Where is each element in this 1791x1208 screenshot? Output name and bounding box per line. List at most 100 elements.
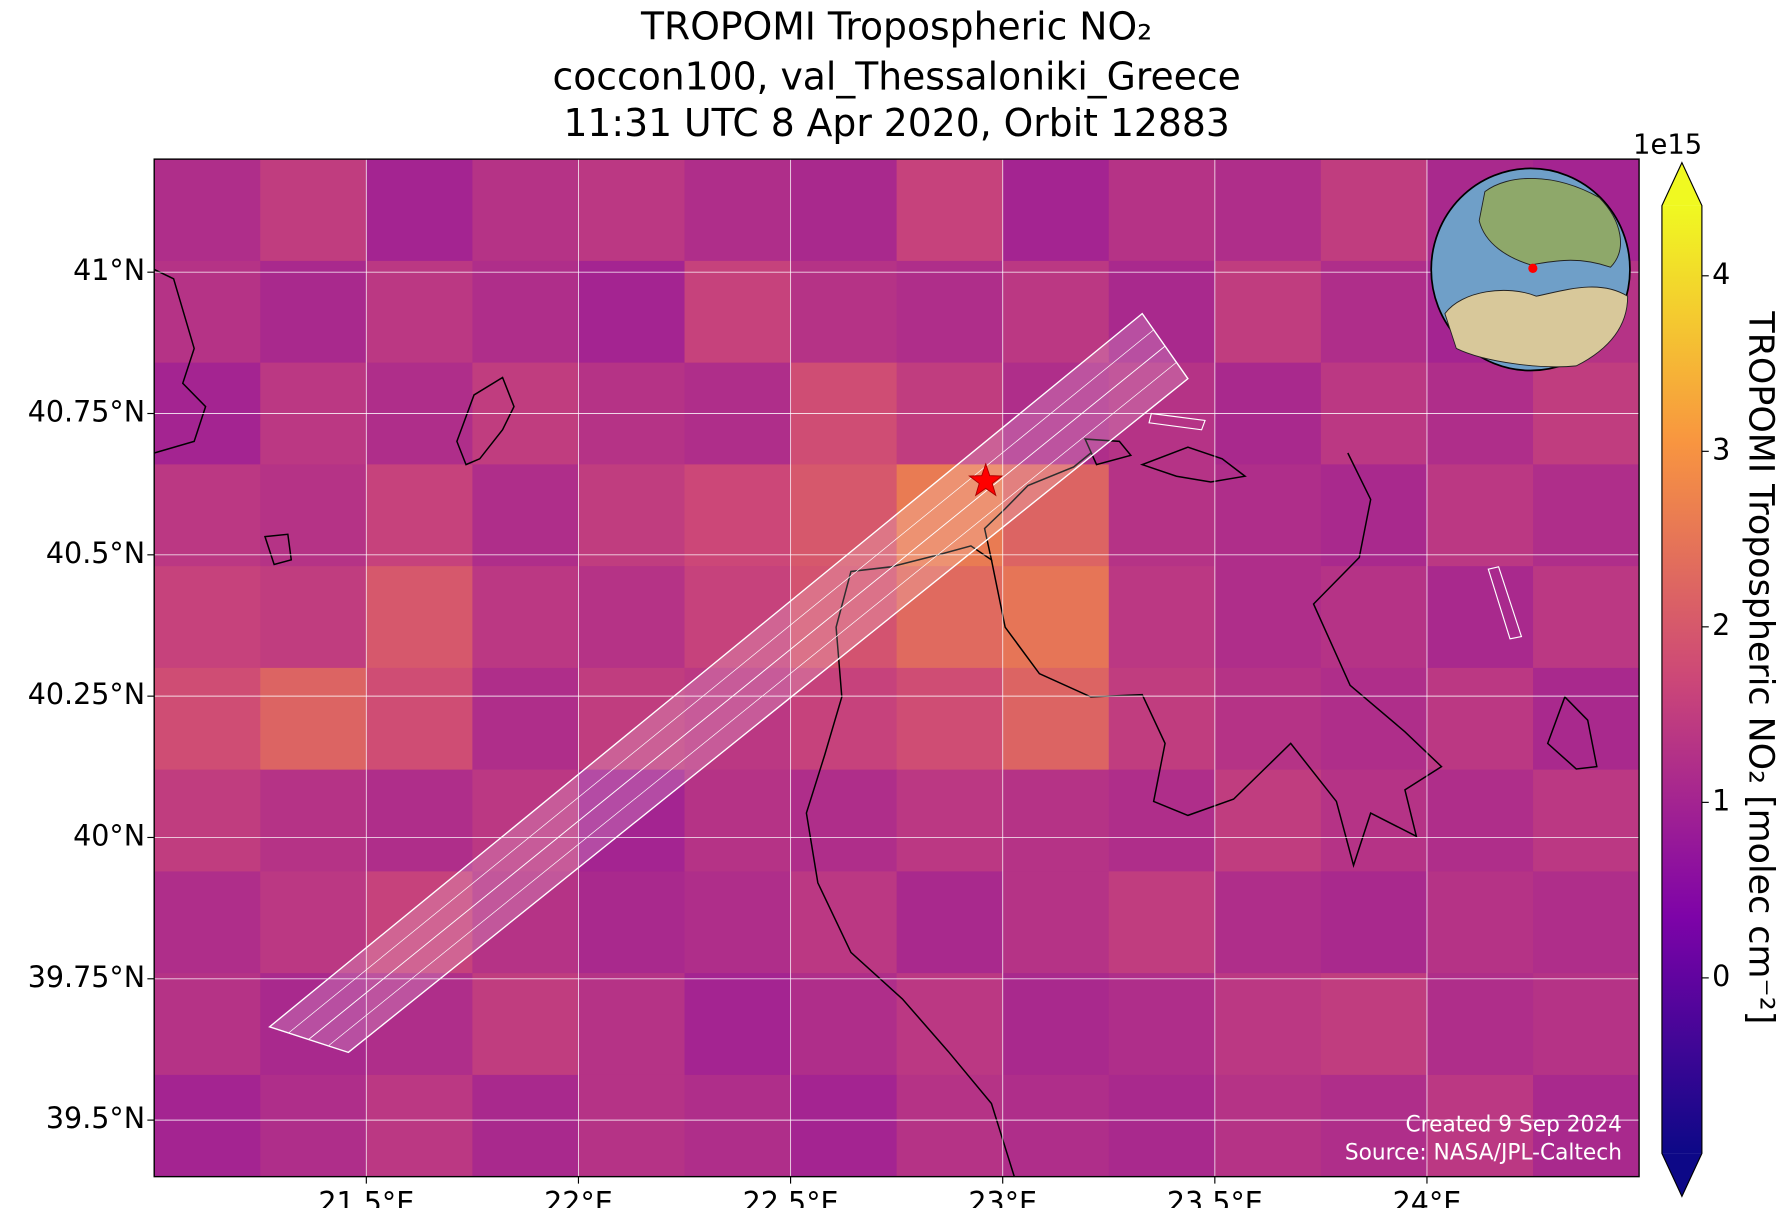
field-cell [1108, 871, 1216, 974]
field-cell [1108, 769, 1216, 872]
field-cell [684, 159, 792, 262]
field-cell [1214, 667, 1322, 771]
field-cell [1214, 973, 1322, 1076]
swath-fragment [1148, 412, 1206, 431]
field-cell [154, 566, 261, 669]
inset-globe [1430, 167, 1631, 372]
field-cell [1320, 871, 1428, 974]
field-cell [1108, 260, 1216, 364]
field-cell [472, 566, 580, 669]
field-cell [1533, 464, 1640, 567]
field-cell [472, 159, 580, 262]
field-cell [154, 159, 261, 262]
field-cell [1002, 260, 1110, 364]
colorbar-offset: 1e15 [1633, 127, 1702, 160]
field-cell [896, 769, 1004, 872]
field-cell [790, 566, 898, 669]
field-cell [472, 871, 580, 974]
field-cell [578, 667, 686, 771]
coastline [1139, 446, 1247, 483]
x-tick-label: 23.5°E [1167, 1185, 1263, 1208]
field-cell [790, 1074, 898, 1177]
coastline [1546, 695, 1598, 770]
field-cell [684, 769, 792, 872]
field-cell [260, 566, 367, 669]
footprint-swath [268, 312, 1523, 1054]
swath-fragment [1487, 566, 1523, 640]
colorbar-tick-label: 1 [1712, 783, 1730, 817]
field-cell [1533, 566, 1640, 669]
field-cell [1214, 464, 1322, 567]
field-cell [154, 667, 261, 771]
x-tick-label: 22.5°E [743, 1185, 839, 1208]
colorbar-label: TROPOMI Tropospheric NO₂ [molec cm⁻²] [1741, 310, 1781, 1024]
field-cell [1320, 973, 1428, 1076]
colorbar-tick-label: 4 [1712, 257, 1730, 291]
field-cell [260, 464, 367, 567]
coastline [805, 554, 1015, 1177]
x-tick-label: 21.5°E [318, 1185, 414, 1208]
field-cell [1002, 464, 1110, 567]
field-cell [1002, 1074, 1110, 1177]
field-cell [578, 464, 686, 567]
coastline [456, 376, 515, 466]
field-cell [790, 260, 898, 364]
y-tick-label: 39.5°N [46, 1101, 145, 1135]
field-cell [366, 464, 473, 567]
field-cell [790, 464, 898, 567]
field-cell [896, 566, 1004, 669]
field-cell [1320, 1074, 1428, 1177]
gridlines [154, 159, 1640, 1177]
coastline [154, 268, 207, 454]
field-cell [1108, 1074, 1216, 1177]
field-cell [366, 871, 473, 974]
swath-outline [268, 312, 1189, 1054]
field-cell [578, 769, 686, 872]
field-cell [260, 769, 367, 872]
swath-line [288, 329, 1154, 1033]
y-tick-label: 40.75°N [28, 394, 145, 428]
colorbar-extend-min [1661, 1153, 1702, 1197]
field-cell [1002, 159, 1110, 262]
field-cell [1002, 667, 1110, 771]
field-cell [1108, 464, 1216, 567]
field-cell [1426, 769, 1534, 872]
swath-line [328, 362, 1177, 1046]
no2-field [154, 159, 1640, 1177]
field-cell [1320, 566, 1428, 669]
field-cell [1426, 464, 1534, 567]
field-cell [154, 464, 261, 567]
title-line: 11:31 UTC 8 Apr 2020, Orbit 12883 [563, 101, 1229, 145]
field-cell [1002, 973, 1110, 1076]
x-tick-label: 24°E [1393, 1185, 1462, 1208]
field-cell [578, 566, 686, 669]
field-cell [260, 159, 367, 262]
field-cell [1108, 566, 1216, 669]
field-cell [578, 159, 686, 262]
swath-line [308, 345, 1166, 1040]
field-cell [896, 260, 1004, 364]
field-cell [366, 769, 473, 872]
field-cell [1002, 871, 1110, 974]
field-cell [1214, 566, 1322, 669]
field-cell [578, 1074, 686, 1177]
field-cell [1214, 260, 1322, 364]
field-cell [578, 871, 686, 974]
field-cell [790, 871, 898, 974]
globe-site [1528, 263, 1538, 273]
coastline [1083, 438, 1133, 466]
field-cell [1320, 667, 1428, 771]
field-cell [472, 464, 580, 567]
globe-land [1478, 177, 1621, 268]
field-cell [1214, 1074, 1322, 1177]
site-marker [968, 462, 1004, 497]
field-cell [154, 769, 261, 872]
colorbar-tick-label: 3 [1712, 432, 1730, 466]
field-cell [1426, 871, 1534, 974]
field-cell [1214, 159, 1322, 262]
field-cell [472, 1074, 580, 1177]
field-cell [1320, 464, 1428, 567]
x-tick-label: 23°E [968, 1185, 1037, 1208]
colorbar-tick-label: 0 [1712, 959, 1730, 993]
field-cell [1320, 159, 1428, 262]
